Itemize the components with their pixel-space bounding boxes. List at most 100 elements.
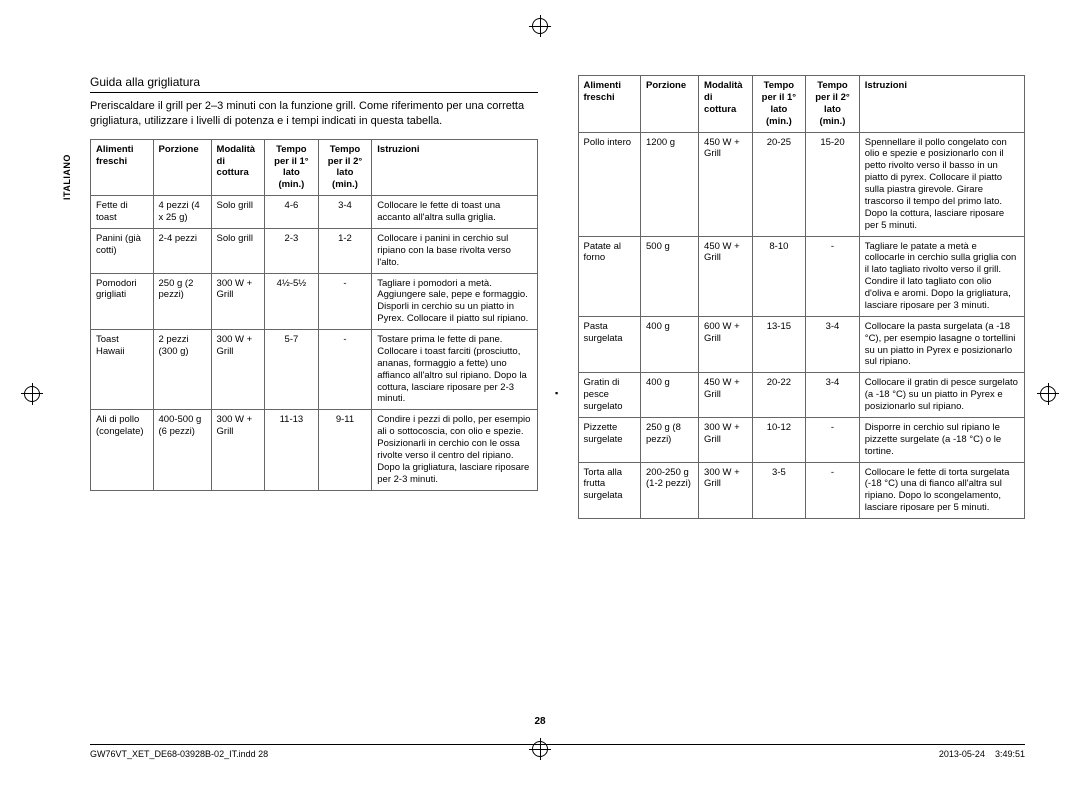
page-content: Guida alla grigliatura Preriscaldare il … [0,0,1080,559]
th-portion: Porzione [641,76,699,133]
cell-t1: 11-13 [265,410,319,490]
cell-food: Pasta surgelata [578,316,641,373]
cell-mode: 300 W + Grill [211,273,265,330]
cell-food: Toast Hawaii [91,330,154,410]
cell-t2: - [318,273,372,330]
th-mode: Modalità di cottura [699,76,753,133]
cell-portion: 250 g (8 pezzi) [641,417,699,462]
table-row: Pizzette surgelate250 g (8 pezzi)300 W +… [578,417,1025,462]
cell-t1: 20-22 [752,373,806,418]
th-food: Alimenti freschi [91,139,154,196]
footer-timestamp: 2013-05-24 3:49:51 [939,749,1025,759]
cell-mode: 450 W + Grill [699,132,753,236]
cell-portion: 500 g [641,236,699,316]
cell-mode: 300 W + Grill [211,410,265,490]
th-instr: Istruzioni [372,139,537,196]
cell-instr: Tagliare i pomodori a metà. Aggiungere s… [372,273,537,330]
table-row: Torta alla frutta surgelata200-250 g (1-… [578,462,1025,519]
cell-portion: 2 pezzi (300 g) [153,330,211,410]
cell-portion: 400 g [641,373,699,418]
cell-instr: Collocare la pasta surgelata (a -18 °C),… [859,316,1024,373]
cell-t1: 10-12 [752,417,806,462]
cell-t1: 5-7 [265,330,319,410]
cell-instr: Tagliare le patate a metà e collocarle i… [859,236,1024,316]
table-row: Toast Hawaii2 pezzi (300 g)300 W + Grill… [91,330,538,410]
crop-mark-top [532,18,548,34]
cell-t2: 9-11 [318,410,372,490]
cell-mode: Solo grill [211,228,265,273]
table-row: Pollo intero1200 g450 W + Grill20-2515-2… [578,132,1025,236]
cell-instr: Spennellare il pollo congelato con olio … [859,132,1024,236]
cell-t2: 15-20 [806,132,860,236]
cell-t2: - [318,330,372,410]
cell-instr: Collocare le fette di toast una accanto … [372,196,537,229]
cell-t2: - [806,417,860,462]
cell-instr: Disporre in cerchio sul ripiano le pizze… [859,417,1024,462]
cell-t1: 2-3 [265,228,319,273]
footer-bar: GW76VT_XET_DE68-03928B-02_IT.indd 28 201… [90,744,1025,759]
cell-food: Pollo intero [578,132,641,236]
cell-t2: - [806,236,860,316]
cell-instr: Condire i pezzi di pollo, per esempio al… [372,410,537,490]
cell-food: Pizzette surgelate [578,417,641,462]
crop-mark-left [24,386,40,402]
intro-paragraph: Preriscaldare il grill per 2–3 minuti co… [90,99,538,129]
cell-portion: 2-4 pezzi [153,228,211,273]
cell-mode: 450 W + Grill [699,373,753,418]
cell-food: Panini (già cotti) [91,228,154,273]
table-row: Pasta surgelata400 g600 W + Grill13-153-… [578,316,1025,373]
cell-t1: 4½-5½ [265,273,319,330]
cell-instr: Tostare prima le fette di pane. Collocar… [372,330,537,410]
cell-instr: Collocare il gratin di pesce surgelato (… [859,373,1024,418]
cell-portion: 250 g (2 pezzi) [153,273,211,330]
cell-food: Fette di toast [91,196,154,229]
cell-portion: 1200 g [641,132,699,236]
table-row: Ali di pollo (congelate)400-500 g (6 pez… [91,410,538,490]
table-row: Fette di toast4 pezzi (4 x 25 g)Solo gri… [91,196,538,229]
cell-instr: Collocare le fette di torta surgelata (-… [859,462,1024,519]
th-mode: Modalità di cottura [211,139,265,196]
cell-t1: 4-6 [265,196,319,229]
left-column: Guida alla grigliatura Preriscaldare il … [90,75,538,519]
th-time2: Tempo per il 2° lato (min.) [806,76,860,133]
table-row: Panini (già cotti)2-4 pezziSolo grill2-3… [91,228,538,273]
cell-mode: Solo grill [211,196,265,229]
cell-food: Pomodori grigliati [91,273,154,330]
footer-filename: GW76VT_XET_DE68-03928B-02_IT.indd 28 [90,749,268,759]
th-time1: Tempo per il 1° lato (min.) [752,76,806,133]
cell-t1: 8-10 [752,236,806,316]
cell-t2: 1-2 [318,228,372,273]
table-row: Gratin di pesce surgelato400 g450 W + Gr… [578,373,1025,418]
grill-table-right: Alimenti freschi Porzione Modalità di co… [578,75,1026,519]
cell-t1: 20-25 [752,132,806,236]
th-time1: Tempo per il 1° lato (min.) [265,139,319,196]
cell-t1: 13-15 [752,316,806,373]
cell-mode: 300 W + Grill [699,462,753,519]
th-time2: Tempo per il 2° lato (min.) [318,139,372,196]
cell-t2: 3-4 [806,373,860,418]
cell-mode: 600 W + Grill [699,316,753,373]
cell-food: Torta alla frutta surgelata [578,462,641,519]
cell-t2: 3-4 [318,196,372,229]
cell-instr: Collocare i panini in cerchio sul ripian… [372,228,537,273]
cell-t1: 3-5 [752,462,806,519]
cell-t2: - [806,462,860,519]
th-instr: Istruzioni [859,76,1024,133]
table-row: Pomodori grigliati250 g (2 pezzi)300 W +… [91,273,538,330]
language-side-label: ITALIANO [62,154,72,200]
cell-mode: 450 W + Grill [699,236,753,316]
cell-food: Patate al forno [578,236,641,316]
cell-portion: 400-500 g (6 pezzi) [153,410,211,490]
page-number: 28 [0,716,1080,727]
cell-t2: 3-4 [806,316,860,373]
th-food: Alimenti freschi [578,76,641,133]
cell-mode: 300 W + Grill [699,417,753,462]
cell-food: Gratin di pesce surgelato [578,373,641,418]
right-column: Alimenti freschi Porzione Modalità di co… [578,75,1026,519]
th-portion: Porzione [153,139,211,196]
cell-portion: 200-250 g (1-2 pezzi) [641,462,699,519]
section-title: Guida alla grigliatura [90,75,538,93]
grill-table-left: Alimenti freschi Porzione Modalità di co… [90,139,538,491]
cell-mode: 300 W + Grill [211,330,265,410]
spine-tick: ▪ [555,388,558,398]
